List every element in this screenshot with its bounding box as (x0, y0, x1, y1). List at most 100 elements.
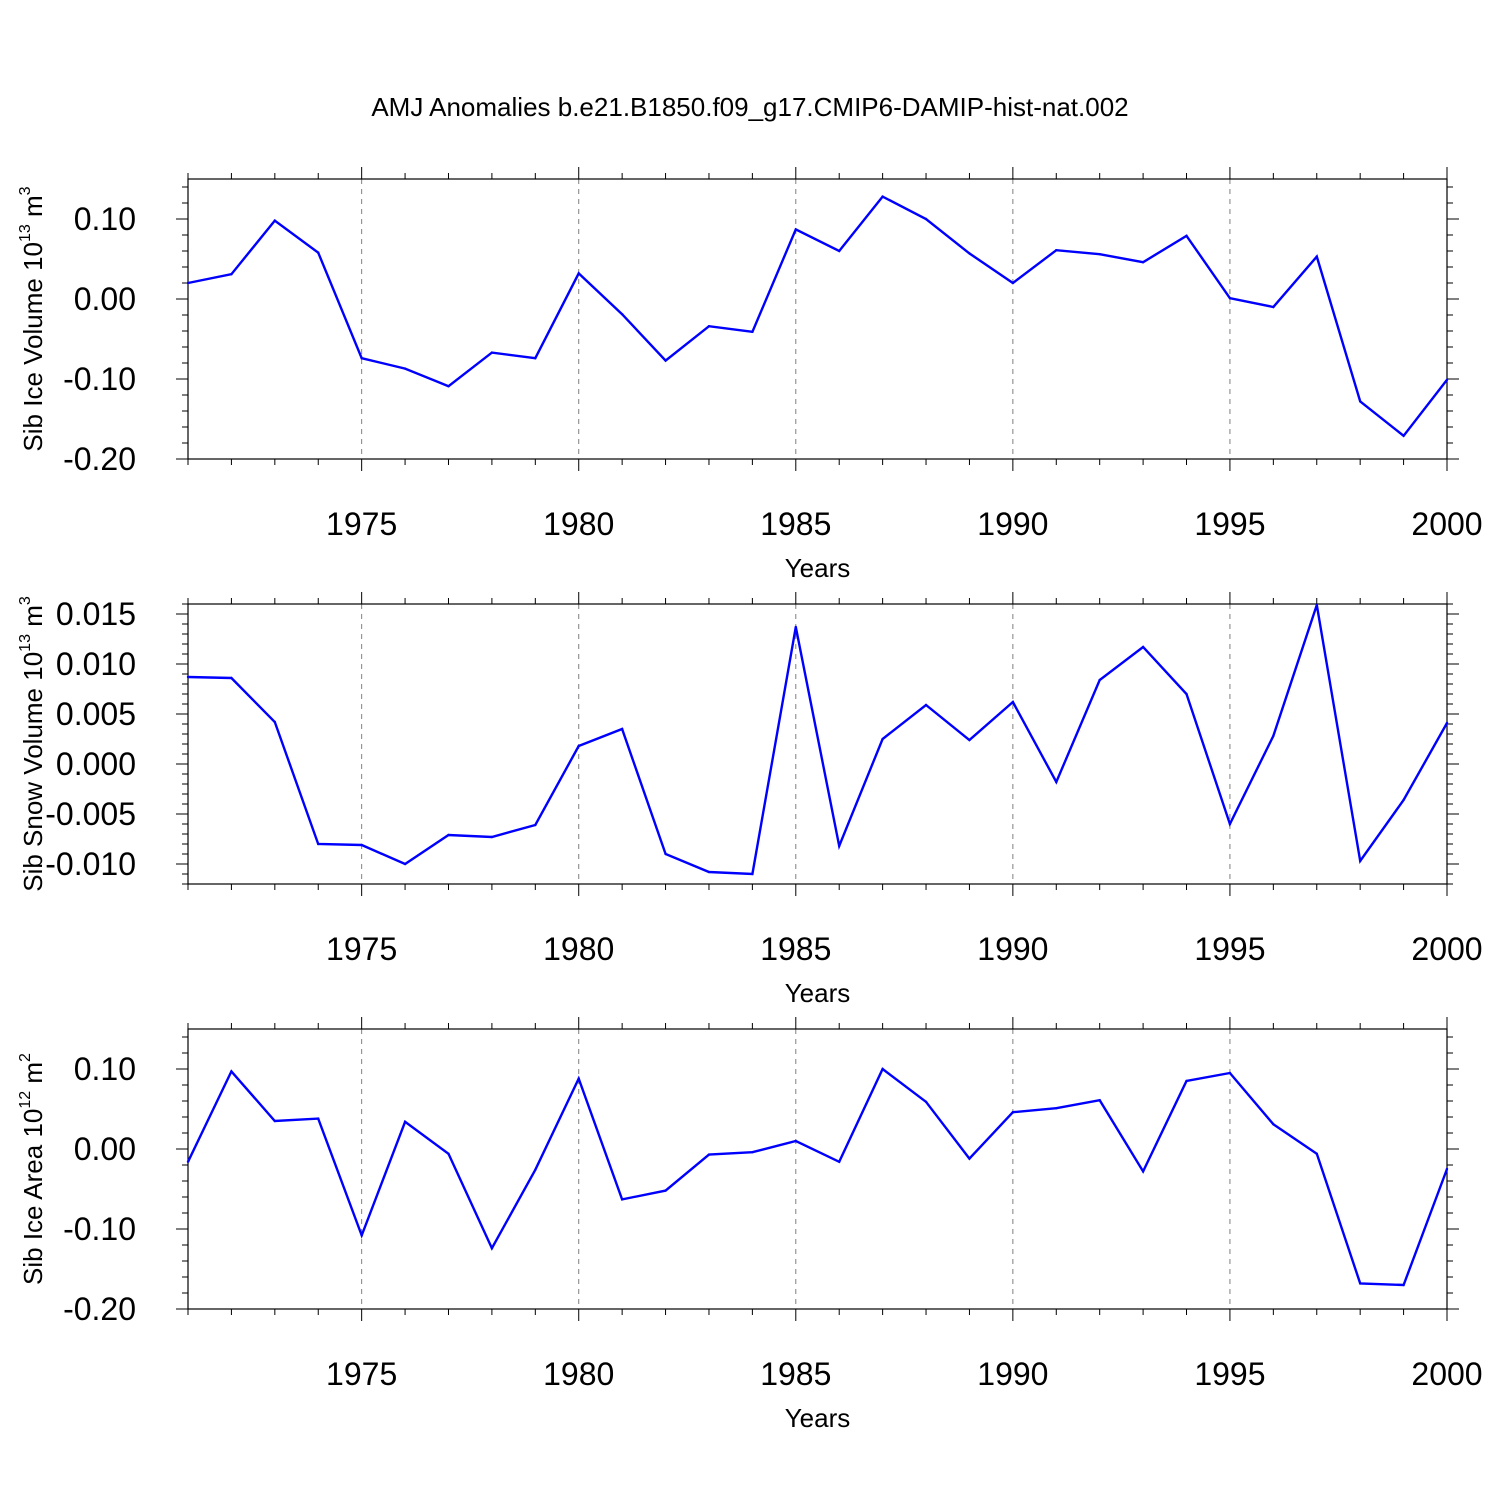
data-point (534, 1168, 537, 1172)
data-point (838, 1160, 841, 1164)
y-tick-label: -0.20 (63, 1291, 136, 1327)
data-point (968, 738, 971, 742)
series-line (187, 195, 1448, 438)
panel-3: 1975 1980 1985 1990 1995 2000 Years -0.20 -0.10 0… (17, 1017, 1483, 1433)
y-axis-label-main: Sib Ice Volume 10 (18, 242, 48, 452)
y-tick-label: -0.20 (63, 441, 136, 477)
data-point (577, 744, 580, 748)
y-axis-label-unit: m (18, 195, 48, 224)
data-point (534, 357, 537, 360)
data-point (230, 1070, 233, 1073)
data-point (360, 843, 363, 847)
x-tick-label: 1990 (977, 1356, 1048, 1392)
data-point (1228, 297, 1232, 300)
data-point (620, 727, 624, 731)
y-tick-label: 0.00 (74, 1131, 136, 1167)
data-point (664, 852, 667, 856)
data-point (1228, 1071, 1232, 1075)
data-point (838, 844, 841, 848)
x-tick-label: 1995 (1194, 506, 1265, 542)
y-axis-label: Sib Ice Volume 1013 m3 (17, 186, 48, 451)
x-tick-label: 1985 (760, 1356, 831, 1392)
data-point (317, 842, 320, 846)
data-point (707, 325, 711, 328)
y-tick-label: -0.10 (63, 1211, 136, 1247)
y-tick-label: -0.10 (63, 361, 136, 397)
x-tick-label: 2000 (1411, 1356, 1482, 1392)
data-point (1141, 645, 1145, 649)
y-tick-label: 0.010 (56, 646, 136, 682)
data-point (1402, 798, 1405, 802)
data-point (1272, 734, 1275, 738)
data-point (186, 675, 190, 679)
y-axis-label-main: Sib Snow Volume 10 (18, 652, 48, 892)
x-tick-label: 1995 (1194, 1356, 1265, 1392)
data-point (273, 720, 277, 724)
data-point (577, 272, 580, 275)
x-tick-label: 1985 (760, 506, 831, 542)
data-point (664, 1189, 667, 1192)
data-point (1445, 378, 1449, 381)
data-point (447, 1152, 450, 1156)
data-point (403, 1120, 407, 1124)
data-point (751, 330, 754, 333)
data-point (1185, 234, 1188, 237)
data-point (1358, 1282, 1362, 1285)
data-point (360, 357, 363, 360)
data-point (577, 1077, 580, 1080)
x-axis-label: Years (785, 978, 851, 1008)
data-point (968, 252, 971, 255)
y-axis-label-exp: 13 (17, 224, 34, 242)
plot-frame (187, 178, 1448, 460)
data-point (1402, 1283, 1405, 1287)
data-point (881, 1067, 884, 1071)
data-point (881, 737, 884, 741)
data-point (1098, 253, 1101, 256)
y-tick-label: 0.10 (74, 1051, 136, 1087)
data-point (881, 195, 884, 198)
data-point (447, 833, 450, 837)
data-point (1098, 678, 1101, 682)
data-point (707, 870, 711, 874)
data-point (1055, 249, 1058, 252)
data-point (1055, 1107, 1058, 1110)
y-axis-label-exp: 13 (17, 634, 34, 652)
data-point (273, 219, 277, 222)
y-axis-label-exp: 12 (17, 1091, 34, 1109)
x-tick-label: 1975 (326, 931, 397, 967)
panels: 1975 1980 1985 1990 1995 2000 Years -0.20 -0.10 0… (17, 167, 1483, 1433)
y-tick-label: -0.005 (45, 796, 136, 832)
figure-title: AMJ Anomalies b.e21.B1850.f09_g17.CMIP6-… (371, 92, 1128, 122)
panel-1: 1975 1980 1985 1990 1995 2000 Years -0.20 -0.10 0… (17, 167, 1483, 583)
y-axis-label: Sib Ice Area 1012 m2 (17, 1053, 48, 1285)
y-axis-label-unit: m (18, 605, 48, 634)
data-point (620, 1198, 624, 1201)
data-point (1358, 859, 1362, 863)
data-point (1272, 1123, 1275, 1126)
data-point (273, 1119, 277, 1123)
x-tick-label: 1975 (326, 506, 397, 542)
x-axis-label: Years (785, 553, 851, 583)
data-point (1011, 700, 1015, 704)
y-tick-label: 0.000 (56, 746, 136, 782)
data-point (1315, 603, 1318, 607)
y-axis-label-unit: m (18, 1062, 48, 1091)
data-point (1315, 255, 1318, 258)
x-tick-label: 2000 (1411, 931, 1482, 967)
y-tick-label: 0.10 (74, 201, 136, 237)
data-point (230, 273, 233, 276)
data-point (1185, 1079, 1188, 1083)
x-tick-label: 1980 (543, 1356, 614, 1392)
panel-2: 1975 1980 1985 1990 1995 2000 Years -0.010 -0.00… (17, 592, 1483, 1008)
data-point (751, 872, 754, 876)
x-tick-label: 1995 (1194, 931, 1265, 967)
data-point (751, 1151, 754, 1154)
data-point (707, 1153, 711, 1156)
data-point (1315, 1152, 1318, 1156)
y-tick-label: 0.005 (56, 696, 136, 732)
y-tick-label: -0.010 (45, 846, 136, 882)
x-tick-label: 1980 (543, 931, 614, 967)
data-point (794, 1139, 797, 1143)
series-line (186, 1067, 1449, 1287)
